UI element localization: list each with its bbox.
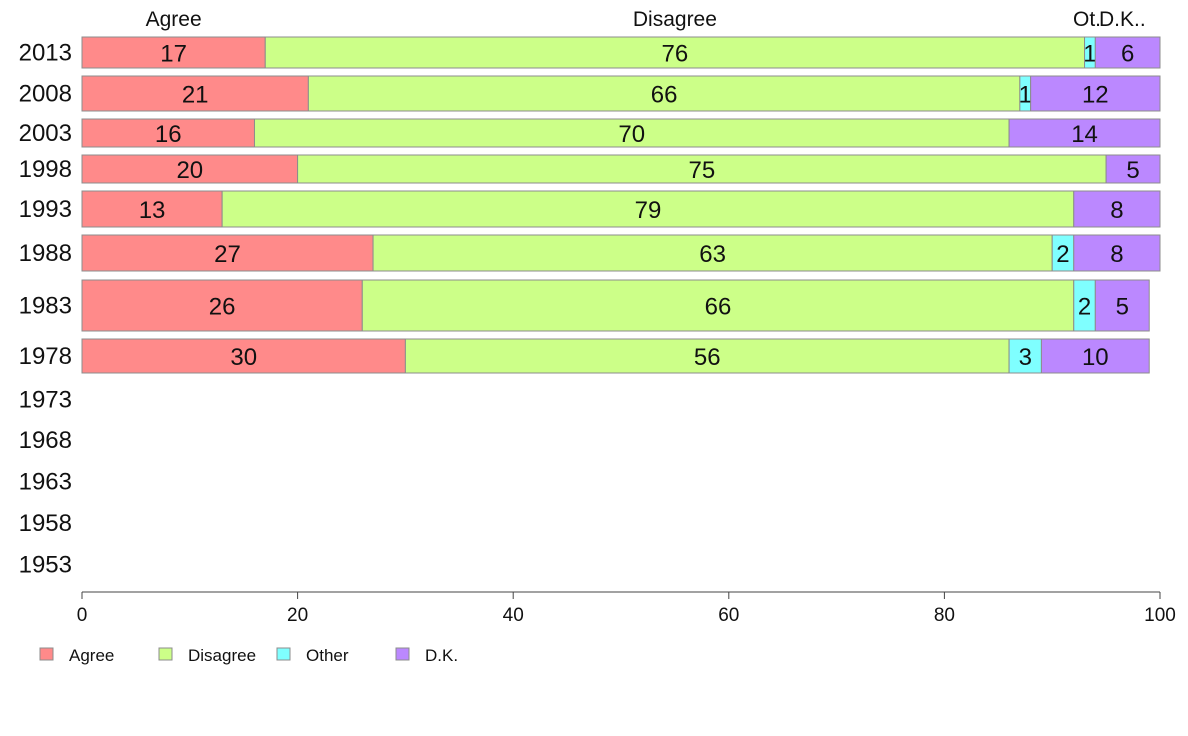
year-label-2008: 2008 <box>19 81 72 108</box>
bar-agree-2013 <box>81 36 266 69</box>
bar-disagree-2013 <box>264 36 1086 69</box>
bar-dk-2008 <box>1030 75 1161 112</box>
bar-label-dk-2013: 6 <box>1121 41 1134 68</box>
bar-label-dk-1998: 5 <box>1126 157 1139 184</box>
year-label-1998: 1998 <box>19 156 72 183</box>
legend-label-other: Other <box>306 646 349 665</box>
bar-label-disagree-1978: 56 <box>694 344 721 371</box>
bar-label-disagree-2013: 76 <box>662 41 689 68</box>
bar-label-agree-2008: 21 <box>182 82 209 109</box>
bar-label-dk-2003: 14 <box>1071 121 1098 148</box>
column-header-dk: D.K.. <box>1099 8 1146 31</box>
legend-swatch-other <box>276 647 291 661</box>
year-label-1958: 1958 <box>19 510 72 537</box>
bar-dk-1983 <box>1094 279 1150 332</box>
bar-label-disagree-1988: 63 <box>699 241 726 268</box>
x-tick-label-40: 40 <box>503 605 524 626</box>
bar-label-other-1983: 2 <box>1078 294 1091 321</box>
bar-label-disagree-2003: 70 <box>618 121 645 148</box>
year-labels: 2013 2008 2003 1998 1993 1988 1983 1978 1973 1968… <box>19 40 72 579</box>
bar-dk-2003 <box>1008 118 1161 148</box>
bar-disagree-1998 <box>297 154 1107 184</box>
bar-label-agree-1983: 26 <box>209 294 236 321</box>
bar-label-other-1978: 3 <box>1019 344 1032 371</box>
bar-label-disagree-1993: 79 <box>635 197 662 224</box>
bar-dk-1978 <box>1040 338 1150 374</box>
bar-label-dk-1983: 5 <box>1116 294 1129 321</box>
x-tick-label-20: 20 <box>287 605 308 626</box>
year-label-2003: 2003 <box>19 120 72 147</box>
bar-agree-1988 <box>81 234 374 272</box>
year-label-1953: 1953 <box>19 552 72 579</box>
legend-swatch-dk <box>395 647 410 661</box>
bar-label-disagree-1983: 66 <box>705 294 732 321</box>
legend-label-agree: Agree <box>69 646 114 665</box>
year-label-1963: 1963 <box>19 469 72 496</box>
year-label-1978: 1978 <box>19 343 72 370</box>
bar-label-disagree-2008: 66 <box>651 82 678 109</box>
bar-label-dk-1978: 10 <box>1082 344 1109 371</box>
bar-dk-1988 <box>1073 234 1161 272</box>
bar-label-agree-2003: 16 <box>155 121 182 148</box>
bar-label-disagree-1998: 75 <box>688 157 715 184</box>
bar-label-agree-1998: 20 <box>176 157 203 184</box>
bar-label-dk-2008: 12 <box>1082 82 1109 109</box>
legend-label-dk: D.K. <box>425 646 458 665</box>
year-label-1968: 1968 <box>19 427 72 454</box>
bar-label-agree-1993: 13 <box>139 197 166 224</box>
bar-agree-1978 <box>81 338 406 374</box>
x-tick-label-0: 0 <box>77 605 88 626</box>
column-headers: Agree Disagree Ot.D.K.. <box>146 8 1146 31</box>
year-label-2013: 2013 <box>19 40 72 67</box>
year-label-1973: 1973 <box>19 387 72 414</box>
bar-label-dk-1993: 8 <box>1110 197 1123 224</box>
bar-label-other-2013: 1 <box>1083 41 1096 68</box>
year-label-1983: 1983 <box>19 293 72 320</box>
bar-agree-1983 <box>81 279 363 332</box>
x-tick-label-100: 100 <box>1144 605 1176 626</box>
bar-disagree-1988 <box>372 234 1053 272</box>
bar-disagree-1993 <box>221 190 1075 228</box>
bar-label-agree-1988: 27 <box>214 241 241 268</box>
year-label-1988: 1988 <box>19 240 72 267</box>
bar-agree-1993 <box>81 190 223 228</box>
column-header-agree: Agree <box>146 8 202 31</box>
x-axis: 0 20 40 60 80 100 <box>77 591 1176 626</box>
legend-swatch-disagree <box>158 647 173 661</box>
bar-label-other-1988: 2 <box>1056 241 1069 268</box>
bar-dk-1993 <box>1073 190 1161 228</box>
legend-swatch-agree <box>39 647 54 661</box>
bar-agree-2003 <box>81 118 255 148</box>
bar-dk-2013 <box>1094 36 1161 69</box>
bar-disagree-2008 <box>307 75 1021 112</box>
bar-dk-1998 <box>1105 154 1161 184</box>
bar-disagree-1983 <box>361 279 1075 332</box>
bar-label-agree-2013: 17 <box>160 41 187 68</box>
x-tick-label-80: 80 <box>934 605 955 626</box>
bar-label-dk-1988: 8 <box>1110 241 1123 268</box>
x-tick-label-60: 60 <box>718 605 739 626</box>
bar-disagree-2003 <box>253 118 1010 148</box>
column-header-disagree: Disagree <box>633 8 717 31</box>
bar-label-agree-1978: 30 <box>230 344 257 371</box>
legend: Agree Disagree Other D.K. <box>39 646 458 665</box>
column-header-ot: Ot. <box>1073 8 1101 31</box>
bar-disagree-1978 <box>404 338 1010 374</box>
bar-other-1978 <box>1008 338 1042 374</box>
bar-label-other-2008: 1 <box>1019 82 1032 109</box>
year-label-1993: 1993 <box>19 196 72 223</box>
legend-label-disagree: Disagree <box>188 646 256 665</box>
